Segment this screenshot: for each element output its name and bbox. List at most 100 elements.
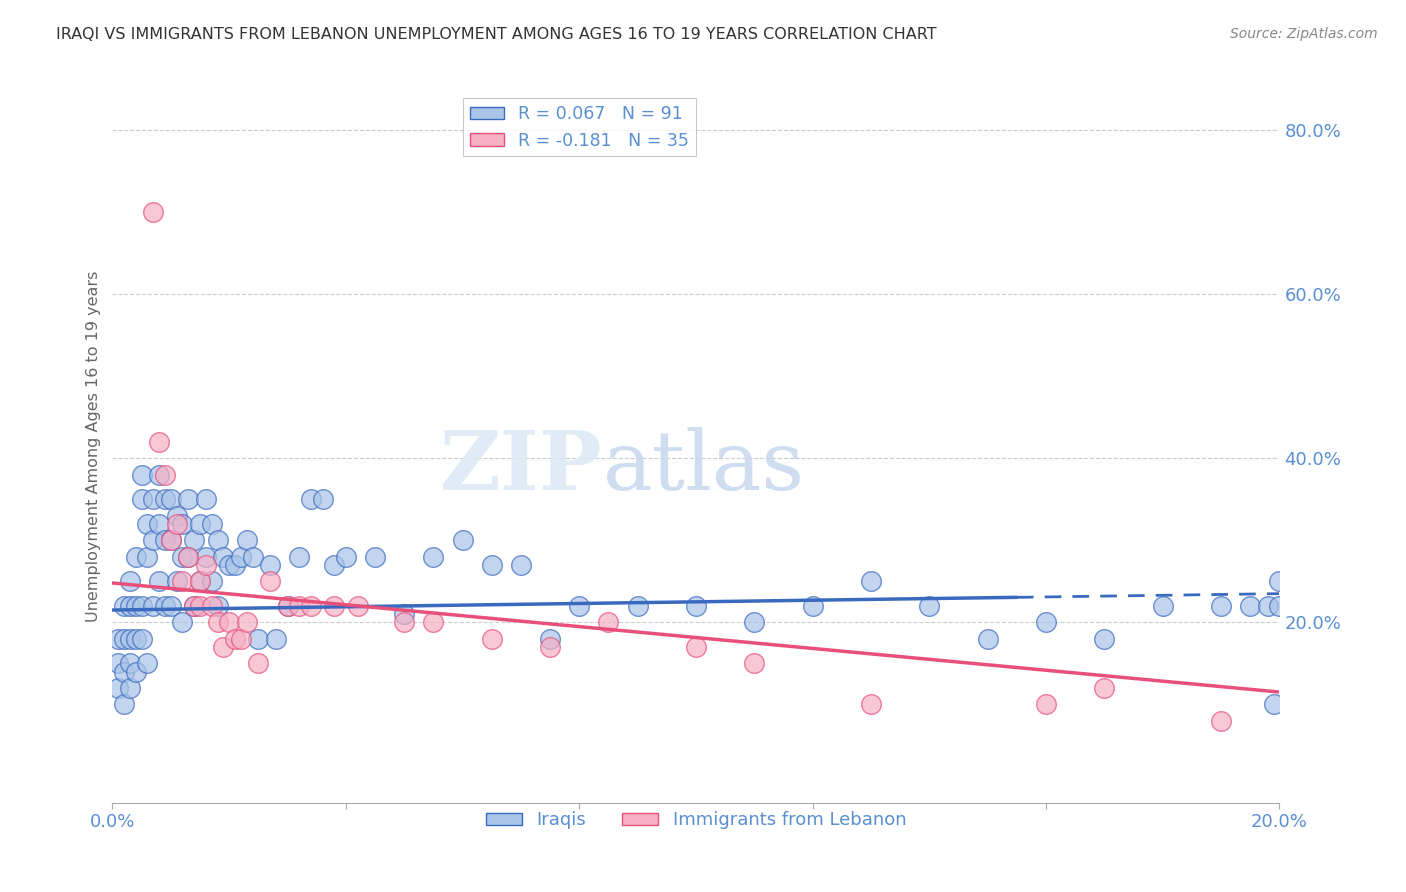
Point	[112, 599, 135, 613]
Point	[224, 632, 246, 646]
Point	[1268, 574, 1291, 589]
Point	[142, 205, 165, 219]
Point	[148, 434, 170, 449]
Point	[160, 533, 183, 548]
Point	[153, 467, 176, 482]
Point	[235, 615, 257, 630]
Point	[568, 599, 591, 613]
Point	[364, 549, 387, 564]
Point	[118, 599, 141, 613]
Point	[172, 615, 194, 630]
Point	[207, 599, 229, 613]
Point	[107, 657, 129, 671]
Point	[346, 599, 368, 613]
Point	[112, 632, 135, 646]
Point	[160, 492, 183, 507]
Point	[259, 558, 281, 572]
Point	[229, 632, 252, 646]
Point	[153, 599, 176, 613]
Legend: Iraqis, Immigrants from Lebanon: Iraqis, Immigrants from Lebanon	[478, 805, 914, 837]
Point	[166, 516, 188, 531]
Point	[188, 599, 211, 613]
Point	[125, 665, 148, 679]
Text: Source: ZipAtlas.com: Source: ZipAtlas.com	[1230, 27, 1378, 41]
Point	[627, 599, 650, 613]
Point	[183, 533, 205, 548]
Point	[107, 681, 129, 695]
Point	[860, 574, 883, 589]
Point	[207, 533, 229, 548]
Point	[136, 657, 159, 671]
Point	[742, 657, 765, 671]
Point	[194, 558, 217, 572]
Text: atlas: atlas	[603, 427, 804, 508]
Point	[118, 632, 141, 646]
Point	[153, 533, 176, 548]
Point	[148, 516, 170, 531]
Point	[188, 516, 211, 531]
Point	[276, 599, 298, 613]
Y-axis label: Unemployment Among Ages 16 to 19 years: Unemployment Among Ages 16 to 19 years	[86, 270, 101, 622]
Point	[160, 533, 183, 548]
Point	[259, 574, 281, 589]
Point	[1035, 698, 1057, 712]
Point	[148, 574, 170, 589]
Point	[172, 574, 194, 589]
Point	[247, 657, 270, 671]
Point	[335, 549, 357, 564]
Point	[451, 533, 474, 548]
Point	[323, 558, 346, 572]
Point	[201, 516, 224, 531]
Point	[538, 640, 561, 654]
Point	[136, 549, 159, 564]
Point	[188, 574, 211, 589]
Point	[212, 640, 235, 654]
Point	[166, 508, 188, 523]
Point	[177, 549, 200, 564]
Point	[1035, 615, 1057, 630]
Point	[112, 698, 135, 712]
Point	[685, 599, 707, 613]
Point	[136, 516, 159, 531]
Point	[394, 607, 416, 622]
Point	[188, 574, 211, 589]
Point	[131, 492, 153, 507]
Point	[276, 599, 298, 613]
Point	[207, 615, 229, 630]
Point	[918, 599, 941, 613]
Point	[160, 599, 183, 613]
Point	[742, 615, 765, 630]
Point	[481, 558, 503, 572]
Point	[1239, 599, 1261, 613]
Point	[131, 632, 153, 646]
Point	[598, 615, 620, 630]
Point	[685, 640, 707, 654]
Point	[218, 615, 240, 630]
Text: ZIP: ZIP	[440, 427, 603, 508]
Point	[976, 632, 998, 646]
Point	[422, 615, 444, 630]
Point	[235, 533, 257, 548]
Point	[177, 549, 200, 564]
Point	[118, 681, 141, 695]
Point	[148, 467, 170, 482]
Point	[801, 599, 824, 613]
Point	[538, 632, 561, 646]
Point	[125, 632, 148, 646]
Point	[112, 665, 135, 679]
Point	[264, 632, 287, 646]
Point	[323, 599, 346, 613]
Point	[242, 549, 264, 564]
Point	[118, 657, 141, 671]
Point	[172, 549, 194, 564]
Point	[394, 615, 416, 630]
Point	[153, 492, 176, 507]
Point	[183, 599, 205, 613]
Point	[481, 632, 503, 646]
Point	[218, 558, 240, 572]
Point	[172, 516, 194, 531]
Point	[194, 549, 217, 564]
Point	[1209, 714, 1232, 728]
Point	[288, 599, 311, 613]
Point	[201, 599, 224, 613]
